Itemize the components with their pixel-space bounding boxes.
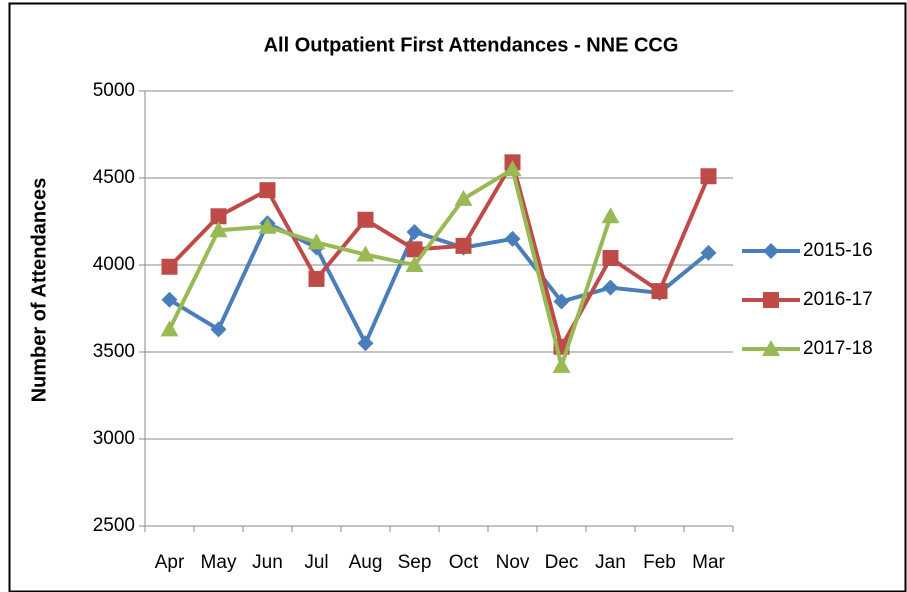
point: [700, 244, 717, 261]
point: [259, 182, 276, 199]
point: [210, 321, 227, 338]
point: [406, 241, 423, 258]
x-tick-label: May: [201, 552, 237, 573]
legend-marker: [763, 292, 779, 308]
x-tick-label: Jul: [304, 552, 328, 573]
point: [504, 230, 521, 247]
series-line: [167, 167, 613, 368]
point: [552, 356, 571, 373]
point: [356, 245, 375, 262]
point: [454, 189, 473, 206]
y-tick-label: 5000: [93, 80, 135, 101]
legend-label: 2015-16: [803, 240, 873, 261]
point: [405, 256, 424, 272]
legend-marker: [763, 243, 779, 259]
legend-marker: [762, 340, 780, 356]
point: [307, 233, 326, 250]
point: [406, 223, 423, 240]
x-tick-label: Jan: [595, 552, 626, 573]
chart-frame: [8, 2, 907, 592]
y-tick-label: 3000: [93, 428, 135, 449]
x-tick-label: Apr: [155, 552, 185, 573]
point: [357, 211, 374, 228]
point: [553, 293, 570, 310]
point: [209, 221, 228, 238]
series-line: [168, 160, 711, 349]
x-tick-label: Nov: [496, 552, 530, 573]
chart-title: All Outpatient First Attendances - NNE C…: [264, 34, 679, 56]
point: [601, 207, 620, 224]
x-tick-label: Aug: [349, 552, 383, 573]
point: [700, 168, 717, 185]
y-axis-label: Number of Attendances: [28, 178, 50, 403]
y-tick-label: 4000: [93, 254, 135, 275]
point: [258, 217, 277, 234]
x-tick-label: Dec: [545, 552, 579, 573]
x-tick-label: Oct: [449, 552, 479, 573]
x-tick-label: Jun: [252, 552, 283, 573]
point: [602, 279, 619, 296]
point: [357, 335, 374, 352]
x-tick-label: Mar: [692, 552, 725, 573]
series-line: [168, 221, 710, 346]
point: [210, 208, 227, 225]
point: [161, 258, 178, 275]
point: [161, 291, 178, 308]
point: [602, 250, 619, 267]
y-tick-label: 3500: [93, 341, 135, 362]
legend-label: 2017-18: [803, 338, 873, 359]
point: [160, 320, 179, 337]
x-tick-label: Feb: [643, 552, 676, 573]
point: [503, 160, 522, 177]
legend-label: 2016-17: [803, 289, 873, 310]
y-tick-label: 4500: [93, 167, 135, 188]
y-tick-label: 2500: [93, 515, 135, 536]
point: [651, 283, 668, 300]
point: [308, 270, 325, 287]
point: [455, 237, 472, 254]
x-tick-label: Sep: [398, 552, 432, 573]
